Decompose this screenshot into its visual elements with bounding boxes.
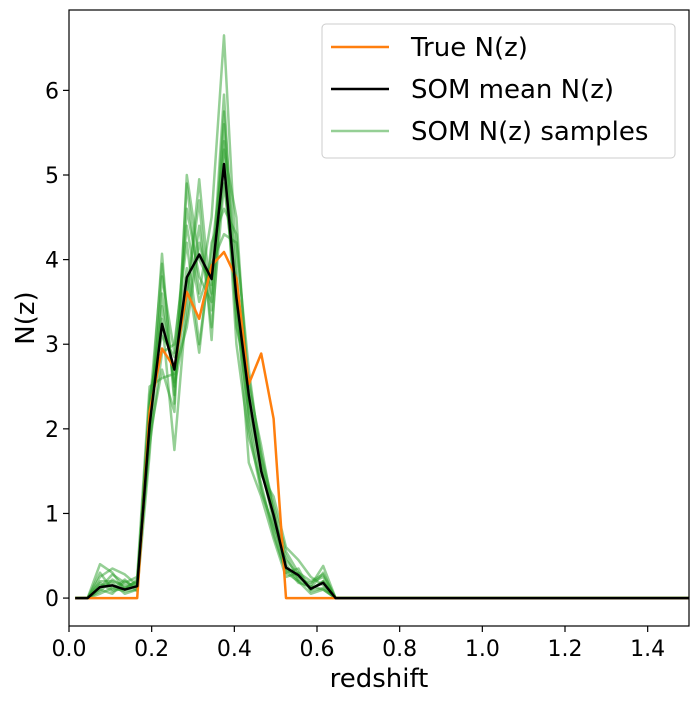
x-tick-label: 0.0 [52,637,87,662]
legend-box [321,23,676,159]
y-axis: 0 1 2 3 4 5 6 [45,79,69,612]
legend-label-true: True N(z) [410,33,528,63]
true-nz-line [75,250,689,600]
y-tick-label: 4 [45,249,59,274]
y-tick-label: 6 [45,79,59,104]
x-axis-label: redshift [330,664,429,694]
legend: True N(z) SOM mean N(z) SOM N(z) samples [321,23,676,159]
legend-label-mean: SOM mean N(z) [411,75,614,105]
main-lines-group [75,162,689,600]
plot-area-frame [68,9,690,627]
x-tick-label: 0.8 [382,637,417,662]
x-tick-label: 0.4 [217,637,252,662]
y-tick-label: 5 [45,164,59,189]
y-tick-label: 2 [45,418,59,443]
y-tick-label: 1 [45,502,59,527]
sample-line-6 [75,207,689,600]
som-mean-nz-line [75,162,689,600]
y-tick-label: 0 [45,587,59,612]
x-tick-label: 0.6 [300,637,335,662]
sample-line-2 [75,122,689,600]
x-axis: 0.0 0.2 0.4 0.6 0.8 1.0 1.2 1.4 [52,626,665,662]
y-tick-label: 3 [45,333,59,358]
x-tick-label: 1.2 [548,637,583,662]
legend-label-samples: SOM N(z) samples [411,117,648,147]
y-axis-label: N(z) [11,291,41,344]
x-tick-label: 0.2 [134,637,169,662]
x-tick-label: 1.0 [465,637,500,662]
sample-line-8 [75,224,689,600]
x-tick-label: 1.4 [630,637,665,662]
